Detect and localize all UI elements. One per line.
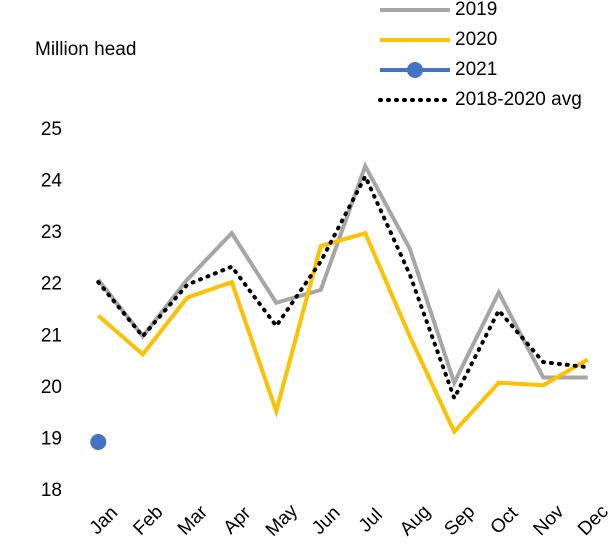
- y-tick-label: 22: [41, 274, 62, 295]
- data-line: [96, 161, 588, 388]
- x-tick-label: May: [262, 500, 303, 541]
- legend-label: 2020: [455, 29, 497, 50]
- x-tick-label: Mar: [174, 501, 212, 539]
- y-tick-label: 20: [41, 377, 62, 398]
- x-tick-label: Apr: [220, 502, 256, 538]
- data-point: [90, 434, 107, 451]
- x-tick-label: Nov: [530, 501, 569, 540]
- legend-label: 2021: [455, 59, 497, 80]
- x-tick-label: Jul: [355, 505, 387, 537]
- data-line: [96, 171, 590, 404]
- y-tick-label: 18: [41, 480, 62, 501]
- x-tick-label: Jun: [308, 502, 345, 539]
- x-tick-label: Aug: [396, 501, 435, 540]
- legend-marker: [407, 62, 423, 78]
- data-line: [96, 230, 589, 436]
- y-tick-label: 19: [41, 428, 62, 449]
- y-tick-label: 24: [41, 171, 63, 192]
- legend-label: 2018-2020 avg: [455, 89, 582, 110]
- legend-label: 2019: [455, 0, 497, 20]
- y-axis-label: Million head: [35, 39, 136, 60]
- x-tick-label: Sep: [441, 501, 480, 540]
- x-tick-label: Oct: [487, 502, 523, 538]
- y-tick-label: 23: [41, 222, 62, 243]
- y-tick-label: 21: [41, 325, 62, 346]
- y-tick-label: 25: [41, 119, 62, 140]
- x-tick-label: Jan: [86, 502, 123, 539]
- x-tick-label: Dec: [574, 501, 613, 540]
- x-tick-label: Feb: [129, 502, 167, 540]
